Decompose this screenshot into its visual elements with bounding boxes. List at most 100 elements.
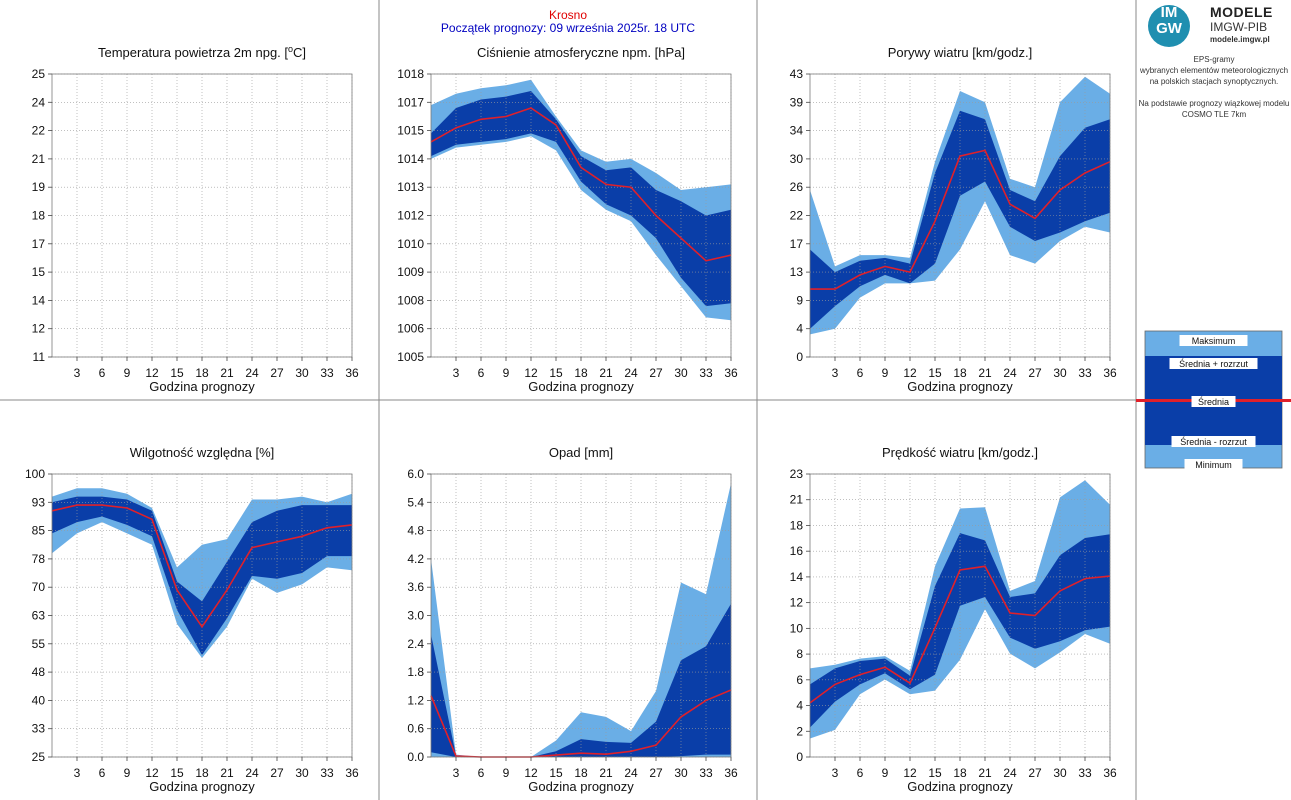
x-tick-label: 9	[124, 766, 131, 780]
y-tick-label: 21	[790, 493, 804, 507]
y-tick-label: 40	[32, 693, 46, 707]
x-tick-label: 15	[549, 766, 563, 780]
y-tick-label: 18	[790, 518, 804, 532]
legend-label: Średnia - rozrzut	[1180, 436, 1247, 447]
y-tick-label: 1.8	[407, 665, 424, 679]
y-tick-label: 1008	[397, 293, 424, 307]
x-axis-label: Godzina prognozy	[528, 779, 634, 794]
x-tick-label: 9	[503, 366, 510, 380]
y-tick-label: 33	[32, 722, 46, 736]
y-tick-label: 4	[796, 699, 803, 713]
y-tick-label: 21	[32, 152, 46, 166]
x-tick-label: 6	[478, 766, 485, 780]
y-tick-label: 1009	[397, 265, 424, 279]
y-tick-label: 0.6	[407, 722, 424, 736]
x-tick-label: 21	[978, 766, 992, 780]
y-tick-label: 4.2	[407, 552, 424, 566]
x-tick-label: 12	[145, 366, 159, 380]
y-tick-label: 1005	[397, 350, 424, 364]
x-axis-label: Godzina prognozy	[528, 379, 634, 394]
chart-title: Prędkość wiatru [km/godz.]	[882, 445, 1038, 460]
x-tick-label: 18	[195, 366, 209, 380]
description-line: wybranych elementów meteorologicznych	[1139, 66, 1289, 75]
y-tick-label: 3.0	[407, 609, 424, 623]
y-tick-label: 0	[796, 350, 803, 364]
x-tick-label: 18	[574, 766, 588, 780]
x-tick-label: 15	[170, 366, 184, 380]
y-tick-label: 4	[796, 322, 803, 336]
y-tick-label: 3.6	[407, 580, 424, 594]
x-tick-label: 24	[245, 366, 259, 380]
legend-box: Maksimum Średnia + rozrzut Średnia Średnia …	[1136, 330, 1291, 470]
y-tick-label: 0	[796, 750, 803, 764]
x-tick-label: 30	[674, 766, 688, 780]
forecast-start: Początek prognozy: 09 września 2025r. 18…	[440, 21, 696, 35]
x-tick-label: 33	[699, 366, 713, 380]
x-tick-label: 21	[978, 366, 992, 380]
chart-title: Temperatura powietrza 2m npg. [oC]	[98, 44, 306, 60]
x-tick-label: 27	[1028, 766, 1042, 780]
y-tick-label: 1015	[397, 124, 424, 138]
y-tick-label: 15	[32, 265, 46, 279]
y-tick-label: 1010	[397, 237, 424, 251]
badge-top-text: IM	[1160, 4, 1178, 21]
x-tick-label: 33	[320, 366, 334, 380]
description-line: na polskich stacjach synoptycznych.	[1149, 77, 1279, 86]
badge-bottom-text: GW	[1156, 20, 1182, 37]
y-tick-label: 4.8	[407, 524, 424, 538]
mean-line	[810, 149, 1111, 290]
y-tick-label: 85	[32, 524, 46, 538]
x-tick-label: 18	[195, 766, 209, 780]
y-tick-label: 100	[25, 467, 45, 481]
station-name: Krosno	[548, 8, 588, 22]
y-tick-label: 8	[796, 647, 803, 661]
x-tick-label: 27	[649, 766, 663, 780]
x-tick-label: 30	[1053, 766, 1067, 780]
y-tick-label: 2.4	[407, 637, 424, 651]
imgw-logo: IM GW MODELE IMGW-PIB modele.imgw.pl	[1146, 3, 1286, 49]
x-tick-label: 12	[145, 766, 159, 780]
y-tick-label: 55	[32, 637, 46, 651]
x-tick-label: 36	[1103, 366, 1117, 380]
y-tick-label: 14	[32, 293, 46, 307]
x-tick-label: 12	[524, 766, 538, 780]
y-tick-label: 26	[790, 180, 804, 194]
y-tick-label: 1014	[397, 152, 424, 166]
x-tick-label: 9	[882, 766, 889, 780]
y-tick-label: 11	[33, 350, 46, 364]
description: EPS-gramy wybranych elementów meteorolog…	[1138, 54, 1290, 120]
x-tick-label: 30	[674, 366, 688, 380]
y-tick-label: 5.4	[407, 495, 424, 509]
y-tick-label: 18	[32, 209, 46, 223]
y-tick-label: 25	[32, 750, 46, 764]
x-tick-label: 6	[478, 366, 485, 380]
x-tick-label: 3	[832, 366, 839, 380]
x-tick-label: 30	[295, 366, 309, 380]
x-tick-label: 6	[857, 766, 864, 780]
x-axis-label: Godzina prognozy	[907, 379, 1013, 394]
description-line: Na podstawie prognozy wiązkowej modelu	[1138, 99, 1290, 108]
x-tick-label: 36	[1103, 766, 1117, 780]
x-tick-label: 18	[953, 366, 967, 380]
spread-band	[810, 110, 1110, 329]
chart-title: Wilgotność względna [%]	[130, 445, 275, 460]
y-tick-label: 23	[790, 467, 804, 481]
x-tick-label: 27	[649, 366, 663, 380]
x-tick-label: 3	[74, 766, 81, 780]
y-tick-label: 78	[32, 552, 46, 566]
x-tick-label: 12	[903, 766, 917, 780]
x-tick-label: 33	[1078, 766, 1092, 780]
x-tick-label: 33	[699, 766, 713, 780]
x-tick-label: 9	[124, 366, 131, 380]
chart-title: Porywy wiatru [km/godz.]	[888, 45, 1033, 60]
legend-label-bg	[1169, 358, 1258, 369]
chart-title: Opad [mm]	[549, 445, 613, 460]
x-axis-label: Godzina prognozy	[907, 779, 1013, 794]
imgw-badge: IM GW	[1148, 5, 1190, 47]
logo-title: MODELE	[1210, 4, 1273, 20]
x-tick-label: 21	[220, 766, 234, 780]
x-tick-label: 15	[928, 766, 942, 780]
